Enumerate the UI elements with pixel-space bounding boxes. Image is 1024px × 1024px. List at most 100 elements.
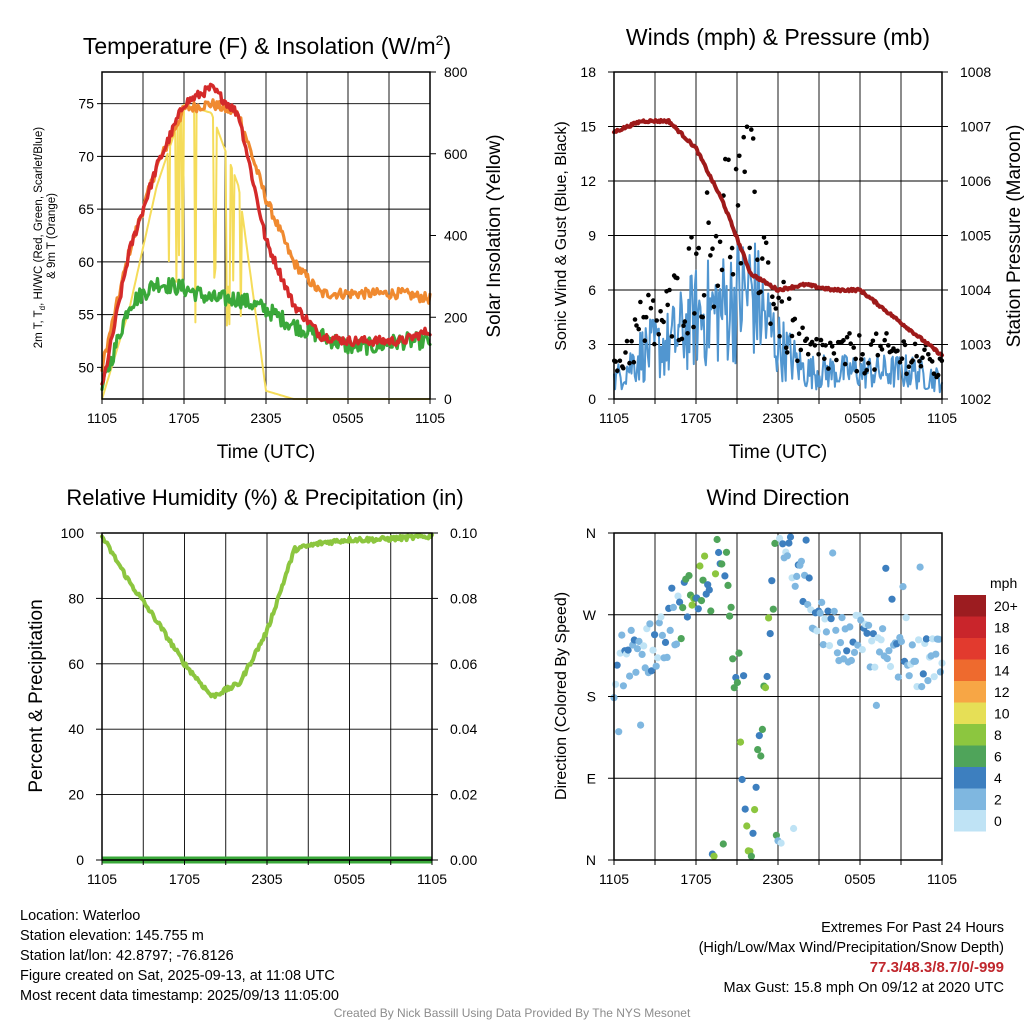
gust-point — [773, 306, 779, 311]
direction-point — [816, 609, 824, 617]
direction-point — [813, 627, 821, 635]
direction-point — [825, 642, 834, 650]
gust-point — [741, 134, 746, 140]
direction-point — [833, 649, 842, 657]
direction-point — [624, 646, 632, 654]
wind-panel: Winds (mph) & Pressure (mb) 1105 1705 2305… — [553, 24, 1024, 463]
gust-point — [654, 318, 659, 323]
temp-ylabel-right: Solar Insolation (Yellow) — [484, 134, 505, 337]
gust-point — [750, 136, 756, 141]
direction-point — [797, 557, 806, 565]
gust-point — [656, 332, 661, 337]
gust-point — [784, 350, 790, 355]
y-tick-label: 70 — [78, 148, 94, 164]
gust-point — [711, 304, 717, 310]
direction-point — [846, 623, 854, 631]
gust-point — [854, 368, 860, 374]
gust-point — [777, 333, 782, 339]
colorbar-swatch — [954, 810, 986, 832]
y-tick-label: 0 — [588, 391, 596, 407]
gust-point — [632, 317, 638, 322]
direction-point — [619, 682, 628, 690]
gust-point — [733, 166, 739, 172]
direction-point — [676, 598, 684, 606]
temp-ylabel-line2: & 9m T (Orange) — [46, 193, 58, 279]
direction-point — [882, 564, 890, 572]
direction-point — [863, 629, 871, 637]
direction-point — [821, 615, 829, 623]
gust-point — [873, 331, 879, 337]
y-tick-label: 55 — [78, 307, 94, 323]
colorbar-label: 16 — [994, 641, 1010, 657]
direction-point — [783, 552, 792, 560]
direction-point — [757, 752, 765, 760]
gust-point — [765, 260, 771, 265]
gust-point — [727, 254, 733, 260]
gust-point — [696, 245, 701, 251]
gust-point — [685, 331, 690, 336]
y-tick-label: S — [587, 689, 596, 705]
direction-point — [908, 641, 916, 649]
direction-point — [827, 615, 835, 623]
y-tick-label: 80 — [68, 590, 84, 606]
direction-point — [829, 549, 837, 557]
colorbar-swatch — [954, 595, 986, 617]
direction-point — [755, 732, 763, 740]
colorbar-swatch — [954, 788, 986, 810]
x-tick-label: 1705 — [680, 871, 711, 887]
gust-point — [792, 316, 798, 322]
direction-point — [651, 631, 659, 639]
y-right-tick-label: 0.02 — [450, 787, 477, 803]
direction-point — [875, 648, 884, 656]
gust-point — [922, 347, 927, 353]
gust-point — [658, 309, 663, 314]
gust-point — [912, 341, 918, 347]
colorbar-label: 0 — [994, 813, 1002, 829]
wind-ylabel-right: Station Pressure (Maroon) — [1004, 125, 1024, 348]
gust-point — [706, 220, 711, 225]
y-tick-label: N — [586, 525, 596, 541]
direction-point — [857, 616, 865, 624]
gust-point — [826, 366, 831, 371]
direction-point — [899, 583, 907, 591]
direction-point — [677, 635, 685, 643]
direction-point — [769, 605, 777, 613]
gust-point — [859, 357, 864, 362]
direction-point — [754, 746, 762, 754]
direction-point — [649, 646, 657, 654]
x-tick-label: 1705 — [169, 871, 200, 887]
direction-point — [674, 592, 682, 600]
y-tick-label: 100 — [61, 525, 85, 541]
direction-point — [883, 655, 891, 663]
direction-point — [668, 584, 676, 592]
gust-point — [737, 153, 742, 159]
y-right-tick-label: 0.06 — [450, 656, 477, 672]
colorbar-label: 6 — [994, 748, 1002, 764]
gust-point — [868, 342, 874, 347]
direction-point — [836, 639, 845, 647]
x-tick-label: 0505 — [332, 410, 363, 426]
direction-point — [657, 613, 665, 621]
direction-point — [713, 535, 721, 544]
y-tick-label: 9 — [588, 228, 596, 244]
gust-point — [841, 338, 846, 343]
x-tick-label: 2305 — [251, 871, 282, 887]
temp-ylabel-line1: 2m T, Td, HI/WC (Red, Green, Scarlet/Blu… — [33, 127, 47, 348]
direction-point — [722, 548, 731, 556]
wind-ylabel: Sonic Wind & Gust (Blue, Black) — [553, 121, 570, 350]
gust-point — [809, 339, 815, 345]
direction-point — [697, 597, 706, 605]
gust-point — [763, 240, 769, 246]
colorbar-swatch — [954, 767, 986, 789]
gust-point — [634, 323, 639, 328]
gust-point — [752, 189, 757, 195]
gust-point — [781, 279, 786, 285]
station-elevation: Station elevation: 145.755 m — [20, 928, 204, 944]
x-tick-label: 1105 — [87, 871, 117, 887]
gust-point — [770, 294, 775, 300]
gust-point — [800, 325, 805, 331]
direction-point — [694, 605, 702, 613]
gust-point — [749, 127, 754, 132]
direction-point — [868, 637, 876, 645]
